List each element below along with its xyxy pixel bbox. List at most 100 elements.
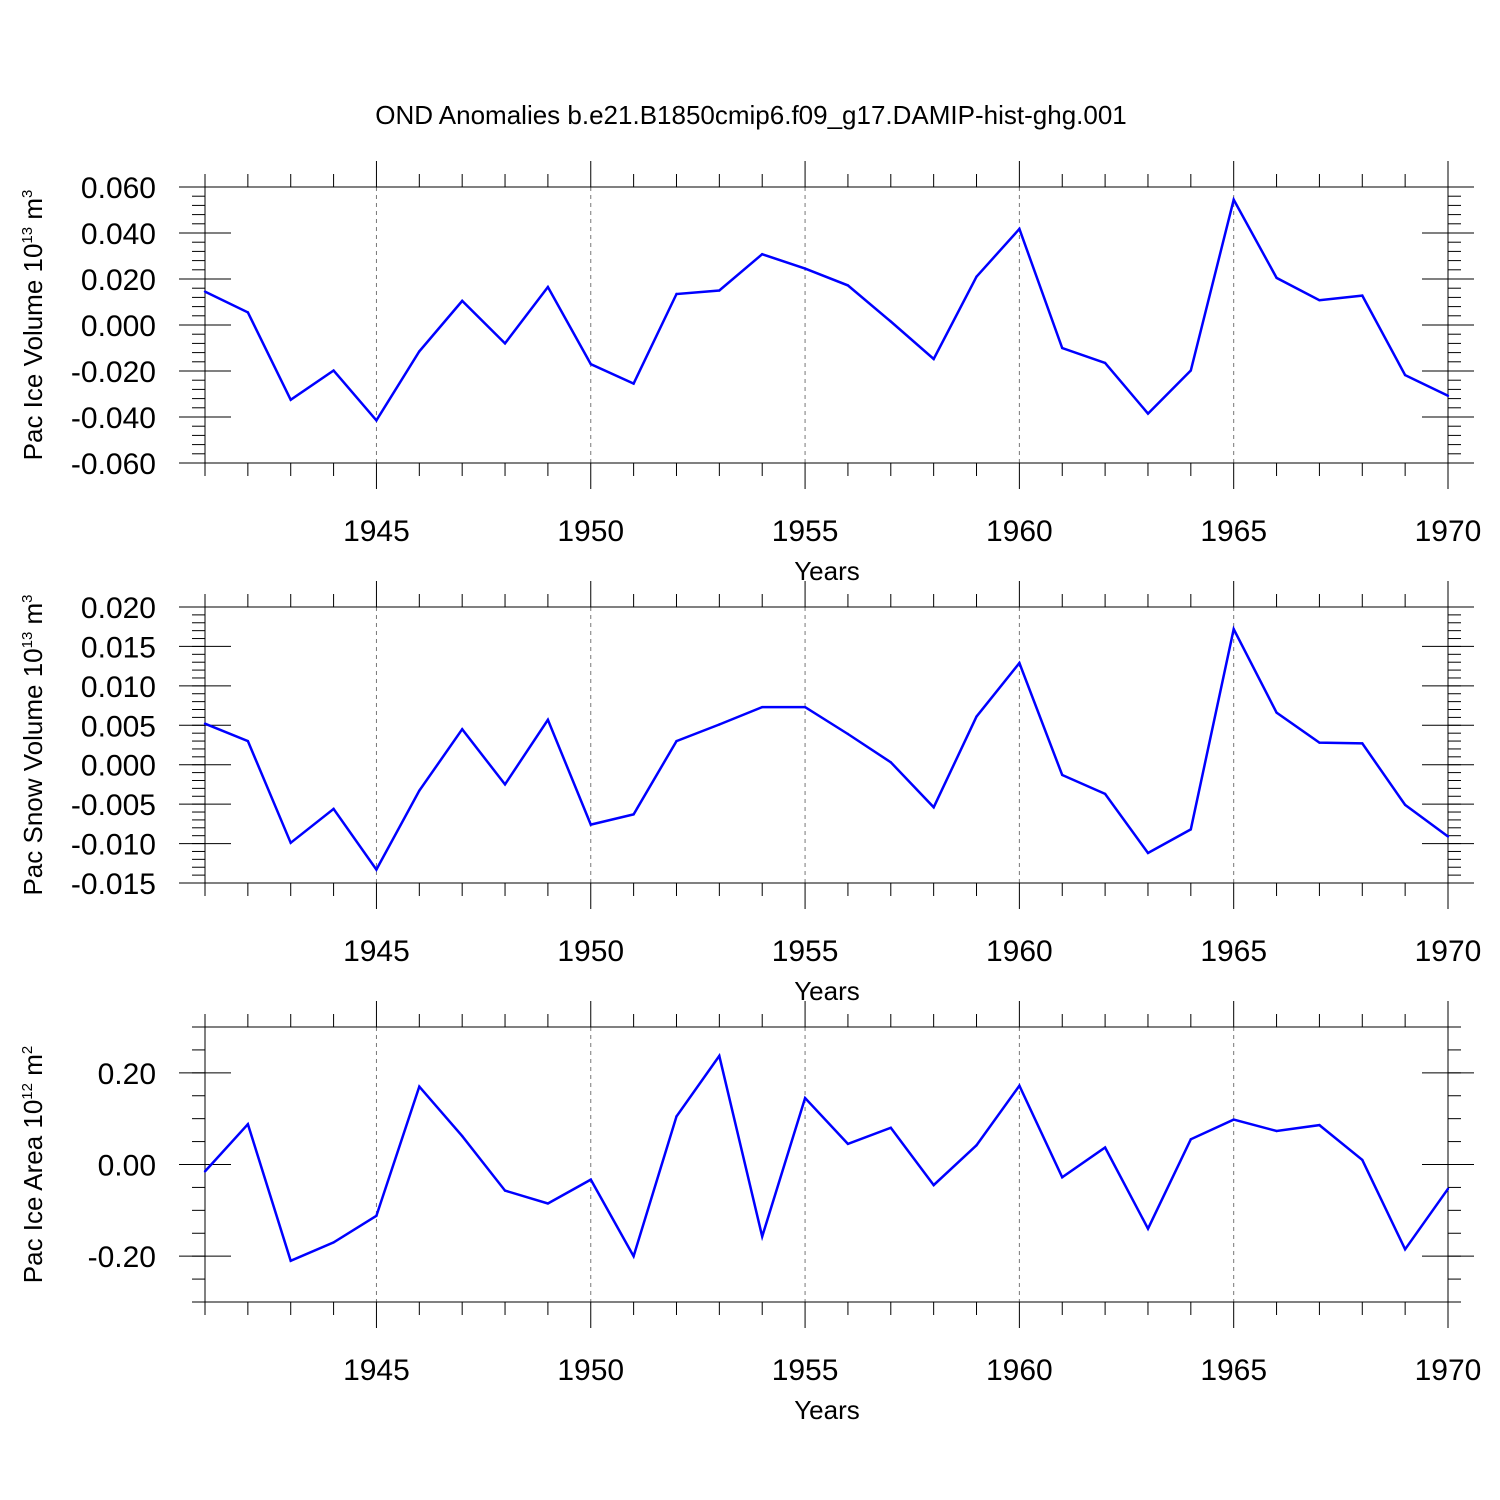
chart-panels: -0.060 -0.040 -0.020 0.000 0.020 0.040 0.060 19… <box>18 161 1481 1425</box>
data-point <box>332 1241 335 1244</box>
data-point <box>289 1259 292 1262</box>
x-tick-label: 1970 <box>1415 935 1482 968</box>
data-point <box>675 292 678 296</box>
series-line <box>204 1052 1450 1263</box>
series-line <box>204 196 1449 423</box>
y-tick-label: 0.20 <box>98 1058 156 1091</box>
data-point <box>460 1134 464 1138</box>
y-tick-label: 0.00 <box>98 1150 156 1183</box>
data-point <box>1018 661 1021 665</box>
data-point <box>1103 1146 1107 1149</box>
y-tick-label: -0.015 <box>71 868 156 901</box>
data-point <box>1189 828 1193 831</box>
data-point <box>375 1214 378 1218</box>
x-axis-label: Years <box>794 976 860 1006</box>
data-point <box>718 289 721 292</box>
data-point <box>1189 1138 1193 1141</box>
data-point <box>203 1170 207 1173</box>
data-point <box>675 1115 678 1118</box>
data-point <box>289 398 292 401</box>
x-tick-label: 1950 <box>557 515 624 548</box>
data-point <box>846 732 850 736</box>
data-point <box>460 299 464 303</box>
data-point <box>1232 1118 1235 1121</box>
data-point <box>246 739 250 743</box>
plot-frame <box>204 606 1449 884</box>
chart-panel-3: -0.20 0.00 0.20 1945 1950 1955 1960 1965 1970 Yea… <box>18 1001 1481 1425</box>
y-tick-label: -0.010 <box>71 829 156 862</box>
x-tick-label: 1955 <box>772 935 839 968</box>
x-tick-label: 1970 <box>1415 515 1482 548</box>
data-point <box>546 718 550 721</box>
data-point <box>632 813 635 816</box>
data-point <box>1232 627 1235 631</box>
x-tick-label: 1955 <box>772 515 839 548</box>
y-axis-label-unit-exponent: 2 <box>19 1046 36 1054</box>
y-axis-label-main: Pac Ice Volume 10 <box>18 244 48 461</box>
data-point <box>932 806 935 809</box>
data-point <box>1361 294 1364 297</box>
data-point <box>1018 1084 1021 1087</box>
data-point <box>418 1085 421 1088</box>
data-point <box>632 382 635 385</box>
plot-frame <box>204 186 1449 464</box>
data-point <box>546 1202 550 1205</box>
y-tick-label: -0.060 <box>71 448 156 481</box>
y-tick-label: -0.020 <box>71 356 156 389</box>
y-tick-label: -0.20 <box>88 1241 156 1274</box>
x-axis-label: Years <box>794 556 860 586</box>
data-point <box>761 252 764 256</box>
data-point <box>932 1183 935 1187</box>
data-point <box>246 311 250 314</box>
data-point <box>1318 298 1321 302</box>
chart-panel-2: -0.015 -0.010 -0.005 0.000 0.005 0.010 0.015 0.… <box>18 581 1481 1006</box>
data-point <box>1361 742 1364 745</box>
y-axis-label-exponent: 12 <box>19 1083 36 1100</box>
data-point <box>503 1189 507 1192</box>
x-tick-label: 1960 <box>986 1354 1053 1387</box>
y-tick-label: 0.000 <box>81 750 156 783</box>
data-point <box>1103 792 1107 796</box>
data-point <box>589 1178 592 1181</box>
data-point <box>975 1144 978 1147</box>
data-point <box>675 739 678 743</box>
data-point <box>418 350 421 353</box>
y-tick-label: 0.020 <box>81 592 156 625</box>
data-point <box>1275 276 1278 280</box>
series-line <box>204 625 1449 872</box>
data-point <box>1146 851 1150 855</box>
data-point <box>803 1096 807 1100</box>
y-tick-label: 0.010 <box>81 671 156 704</box>
y-axis-label-unit: m <box>18 603 48 632</box>
data-point <box>546 285 550 289</box>
data-point <box>1446 835 1450 838</box>
data-point <box>332 807 335 811</box>
x-tick-label: 1960 <box>986 935 1053 968</box>
y-tick-label: 0.020 <box>81 264 156 297</box>
y-tick-label: -0.040 <box>71 402 156 435</box>
data-point <box>375 419 378 422</box>
y-tick-label: 0.000 <box>81 310 156 343</box>
data-point <box>632 1254 635 1258</box>
data-point <box>1318 741 1321 744</box>
data-point <box>1146 1227 1150 1230</box>
y-axis-label-unit-exponent: 3 <box>19 594 36 602</box>
data-point <box>889 320 892 323</box>
data-point <box>1403 1248 1407 1251</box>
data-point <box>803 705 807 709</box>
x-tick-label: 1965 <box>1200 515 1267 548</box>
y-axis-label-main: Pac Snow Volume 10 <box>18 648 48 895</box>
data-point <box>846 284 850 287</box>
data-point <box>1446 394 1450 398</box>
data-point <box>289 841 292 844</box>
data-point <box>1018 227 1021 231</box>
data-point <box>246 1122 250 1126</box>
data-point <box>589 362 592 366</box>
y-axis-label-unit-exponent: 3 <box>19 190 36 198</box>
y-axis-label: Pac Snow Volume 1013 m3 <box>18 594 48 895</box>
x-tick-label: 1955 <box>772 1354 839 1387</box>
plot-frame <box>204 1026 1449 1303</box>
y-axis-label-main: Pac Ice Area 10 <box>18 1100 48 1284</box>
data-point <box>889 761 892 764</box>
y-axis-label-unit: m <box>18 1054 48 1083</box>
